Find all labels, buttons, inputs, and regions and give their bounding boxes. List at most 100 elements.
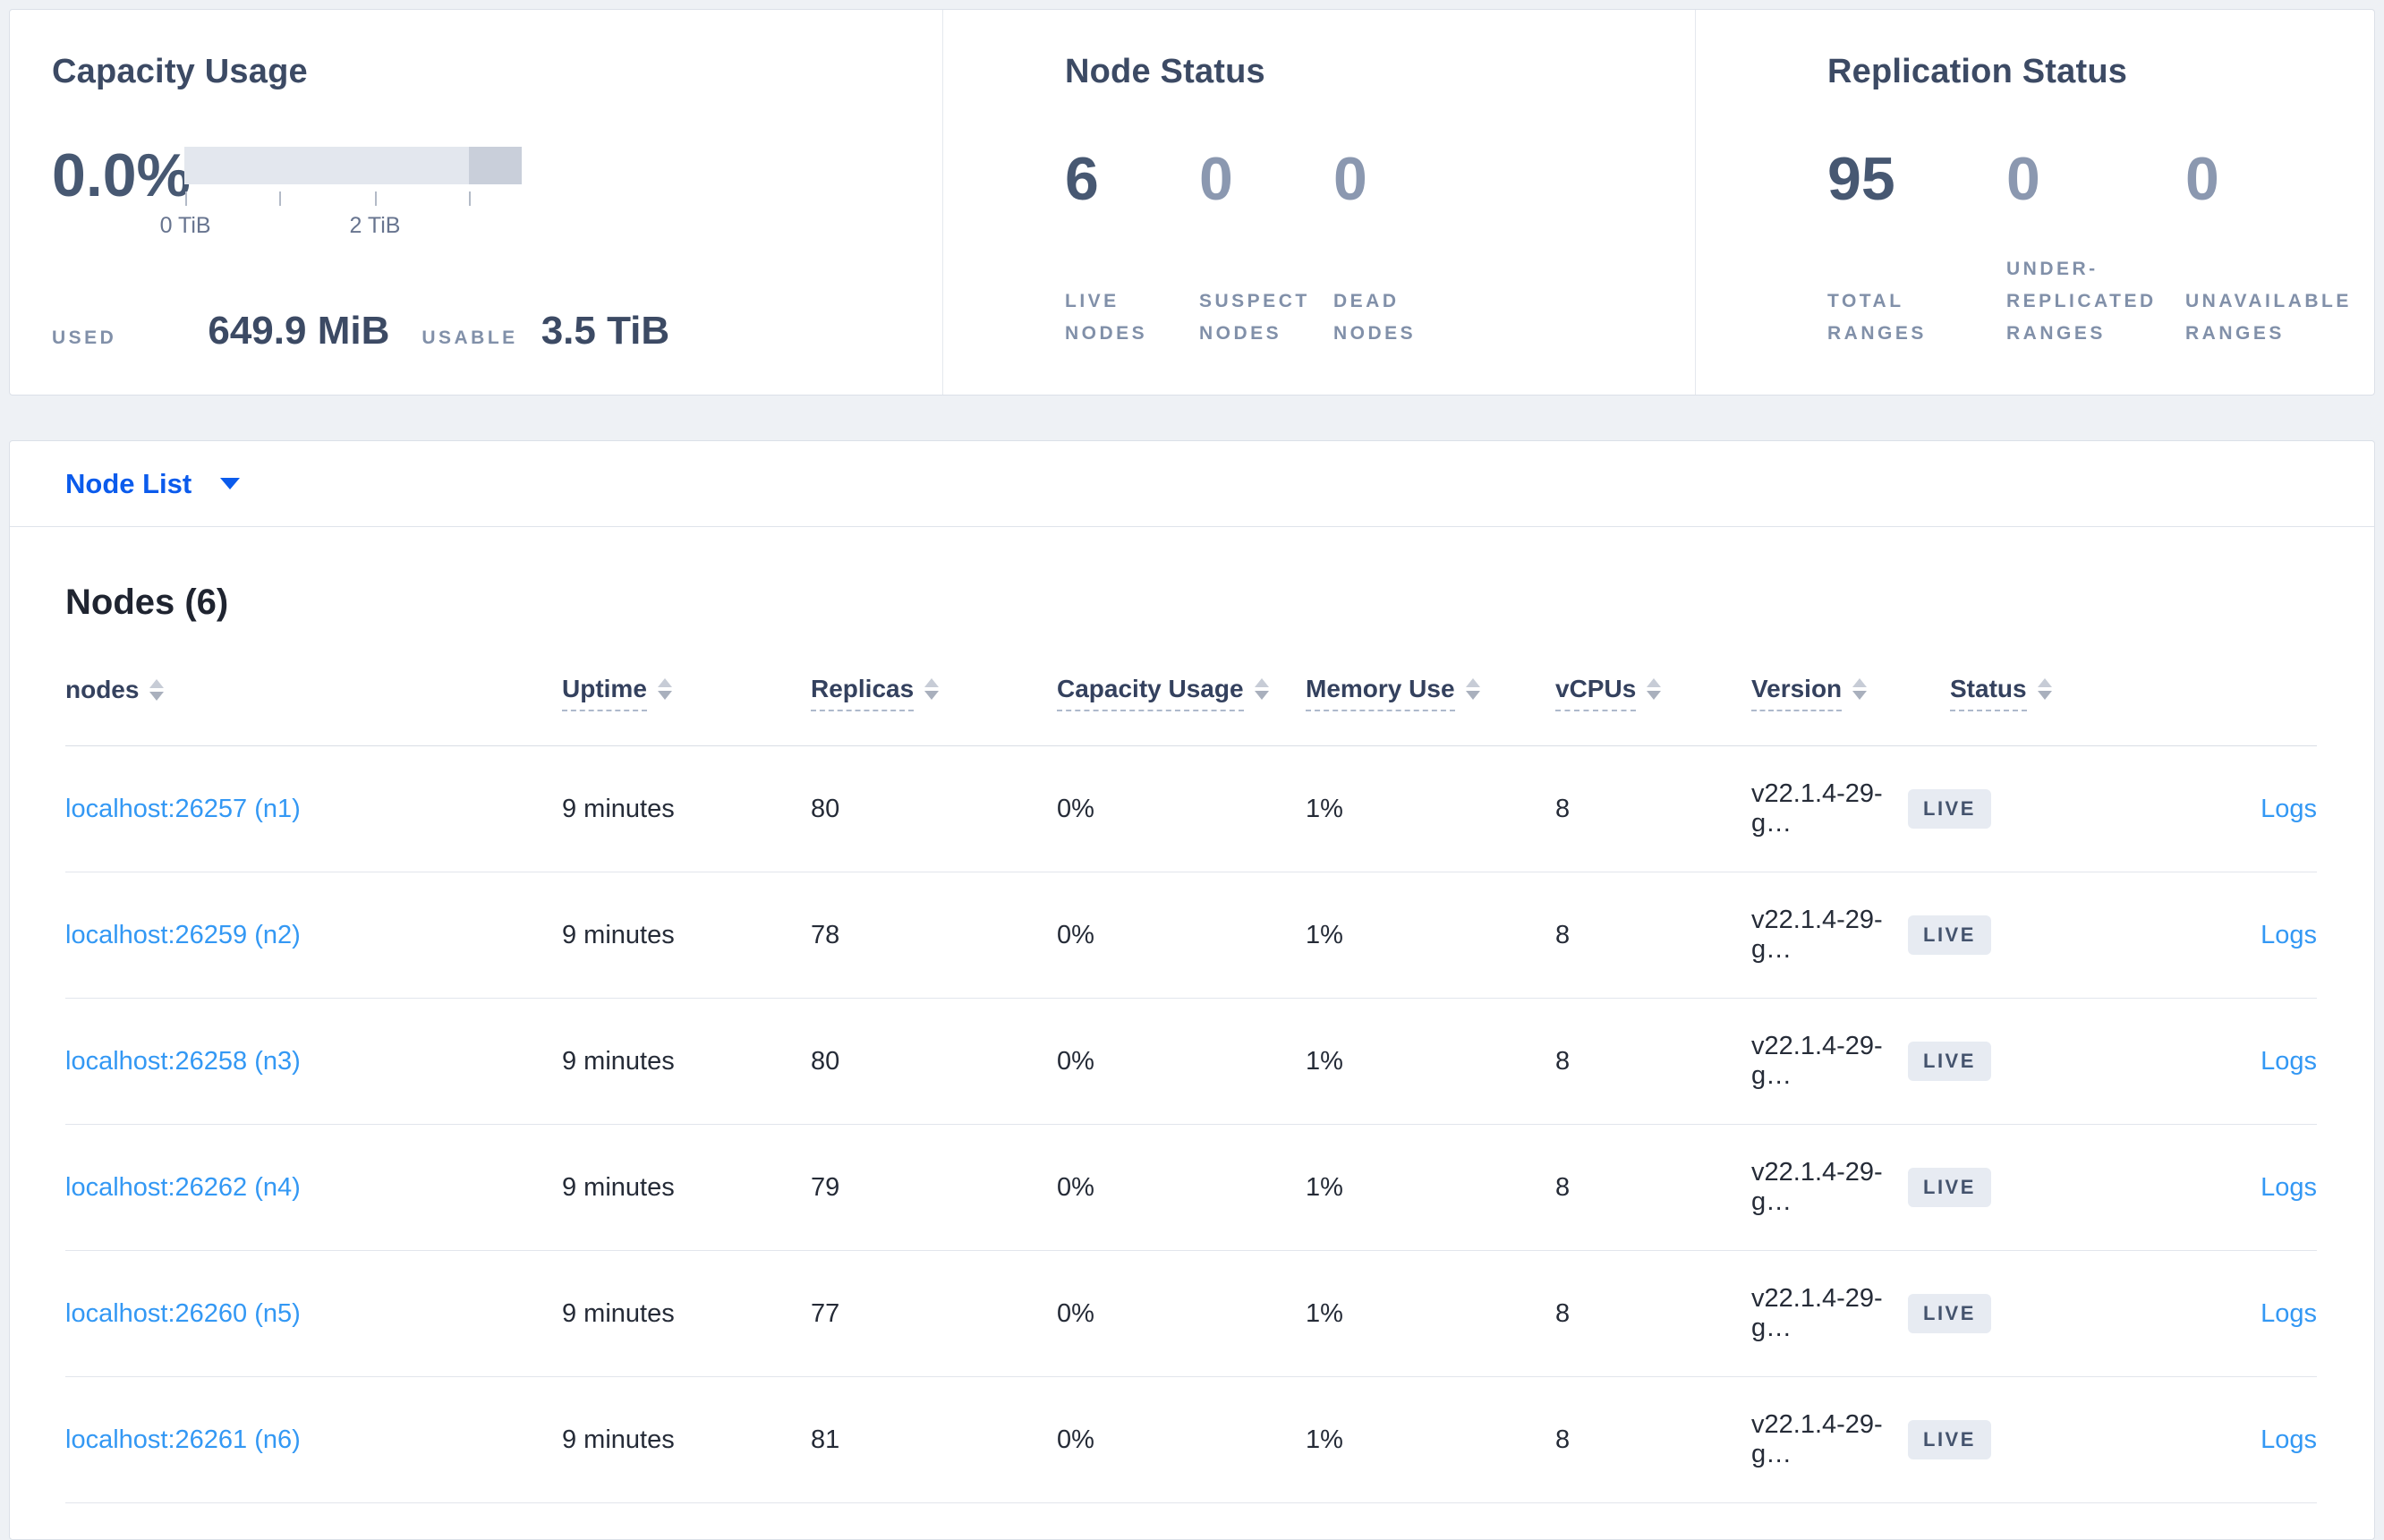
version-cell: v22.1.4-29-g… [1751, 1410, 1883, 1468]
chevron-down-icon [220, 478, 241, 489]
used-label: USED [52, 328, 117, 348]
nodes-table-header: nodes Uptime Replicas Capacity Usage Mem… [65, 675, 2317, 746]
nodes-table-body: localhost:26257 (n1) 9 minutes 80 0% 1% … [65, 746, 2317, 1503]
column-header-version[interactable]: Version [1751, 675, 1908, 711]
node-link[interactable]: localhost:26258 (n3) [65, 1046, 301, 1076]
column-header-memory-use[interactable]: Memory Use [1306, 675, 1555, 711]
replicas-cell: 79 [811, 1172, 840, 1202]
version-cell: v22.1.4-29-g… [1751, 1284, 1883, 1342]
node-link[interactable]: localhost:26261 (n6) [65, 1425, 301, 1454]
capacity-bar-axis: 0 TiB 2 TiB [160, 184, 522, 243]
nodes-heading: Nodes (6) [65, 583, 229, 622]
column-header-capacity-usage[interactable]: Capacity Usage [1057, 675, 1306, 711]
table-row: localhost:26257 (n1) 9 minutes 80 0% 1% … [65, 746, 2317, 872]
status-badge: LIVE [1908, 1420, 1991, 1459]
column-header-replicas[interactable]: Replicas [811, 675, 1057, 711]
sort-icon [1254, 678, 1269, 700]
unavailable-ranges-stat: 0 UNAVAILABLE RANGES [2185, 147, 2364, 350]
capacity-usage-section: Capacity Usage 0.0% 0 TiB 2 TiB USED 649… [10, 10, 942, 395]
suspect-nodes-label: SUSPECT NODES [1199, 291, 1310, 344]
capacity-usage-meter: 0.0% 0 TiB 2 TiB [52, 145, 942, 243]
node-link[interactable]: localhost:26260 (n5) [65, 1298, 301, 1328]
nodes-table-section: Nodes (6) nodes Uptime Replicas Capacity… [10, 527, 2374, 1539]
status-badge: LIVE [1908, 915, 1991, 955]
version-cell: v22.1.4-29-g… [1751, 779, 1883, 838]
version-cell: v22.1.4-29-g… [1751, 906, 1883, 964]
logs-link[interactable]: Logs [2261, 1425, 2317, 1454]
replication-status-section: Replication Status 95 TOTAL RANGES 0 UND… [1695, 10, 2374, 395]
live-nodes-label: LIVE NODES [1065, 291, 1148, 344]
axis-tick [375, 191, 377, 206]
dead-nodes-stat: 0 DEAD NODES [1333, 147, 1468, 350]
unavailable-ranges-count: 0 [2185, 145, 2219, 213]
dead-nodes-count: 0 [1333, 145, 1367, 213]
logs-link[interactable]: Logs [2261, 1298, 2317, 1328]
usable-label: USABLE [421, 328, 518, 348]
table-row: localhost:26262 (n4) 9 minutes 79 0% 1% … [65, 1125, 2317, 1251]
axis-tick [279, 191, 282, 206]
column-header-status[interactable]: Status [1908, 675, 2149, 711]
vcpus-cell: 8 [1555, 794, 1571, 823]
sort-icon [1852, 678, 1868, 700]
axis-tick-label: 2 TiB [349, 213, 401, 238]
node-link[interactable]: localhost:26259 (n2) [65, 920, 301, 949]
logs-link[interactable]: Logs [2261, 1046, 2317, 1076]
node-link[interactable]: localhost:26262 (n4) [65, 1172, 301, 1202]
logs-link[interactable]: Logs [2261, 794, 2317, 823]
uptime-cell: 9 minutes [562, 794, 675, 823]
table-row: localhost:26261 (n6) 9 minutes 81 0% 1% … [65, 1377, 2317, 1503]
column-header-uptime[interactable]: Uptime [562, 675, 811, 711]
capacity-bar-tail-segment [469, 147, 522, 184]
memory-use-cell: 1% [1306, 1425, 1343, 1454]
vcpus-cell: 8 [1555, 1425, 1571, 1454]
version-cell: v22.1.4-29-g… [1751, 1032, 1883, 1090]
dead-nodes-label: DEAD NODES [1333, 291, 1417, 344]
under-replicated-ranges-label: UNDER-REPLICATED RANGES [2006, 259, 2157, 344]
suspect-nodes-count: 0 [1199, 145, 1233, 213]
capacity-usage-summary: USED 649.9 MiB USABLE 3.5 TiB [52, 309, 942, 353]
total-ranges-count: 95 [1827, 145, 1895, 213]
memory-use-cell: 1% [1306, 1172, 1343, 1202]
uptime-cell: 9 minutes [562, 1298, 675, 1328]
used-value: 649.9 MiB [208, 309, 390, 353]
column-header-vcpus[interactable]: vCPUs [1555, 675, 1751, 711]
capacity-usage-cell: 0% [1057, 1172, 1094, 1202]
vcpus-cell: 8 [1555, 1046, 1571, 1076]
total-ranges-stat: 95 TOTAL RANGES [1827, 147, 2006, 350]
under-replicated-ranges-stat: 0 UNDER-REPLICATED RANGES [2006, 147, 2185, 350]
node-list-card: Node List Nodes (6) nodes Uptime Replica… [9, 440, 2375, 1540]
sort-icon [1647, 678, 1662, 700]
replicas-cell: 80 [811, 794, 840, 823]
capacity-usage-cell: 0% [1057, 1046, 1094, 1076]
column-header-nodes[interactable]: nodes [65, 676, 562, 710]
version-cell: v22.1.4-29-g… [1751, 1158, 1883, 1216]
capacity-usage-title: Capacity Usage [52, 53, 308, 90]
uptime-cell: 9 minutes [562, 1046, 675, 1076]
suspect-nodes-stat: 0 SUSPECT NODES [1199, 147, 1333, 350]
unavailable-ranges-label: UNAVAILABLE RANGES [2185, 291, 2352, 344]
table-row: localhost:26260 (n5) 9 minutes 77 0% 1% … [65, 1251, 2317, 1377]
capacity-usage-cell: 0% [1057, 794, 1094, 823]
status-badge: LIVE [1908, 1294, 1991, 1333]
logs-link[interactable]: Logs [2261, 1172, 2317, 1202]
capacity-usage-cell: 0% [1057, 920, 1094, 949]
live-nodes-stat: 6 LIVE NODES [1065, 147, 1199, 350]
memory-use-cell: 1% [1306, 1046, 1343, 1076]
node-status-section: Node Status 6 LIVE NODES 0 SUSPECT NODES… [942, 10, 1695, 395]
axis-tick [469, 191, 472, 206]
capacity-usage-percent: 0.0% [52, 141, 191, 209]
uptime-cell: 9 minutes [562, 1425, 675, 1454]
sort-icon [657, 678, 672, 700]
live-nodes-count: 6 [1065, 145, 1099, 213]
replicas-cell: 77 [811, 1298, 840, 1328]
node-link[interactable]: localhost:26257 (n1) [65, 794, 301, 823]
capacity-bar-track [184, 147, 522, 184]
node-status-title: Node Status [1065, 53, 1265, 90]
table-row: localhost:26258 (n3) 9 minutes 80 0% 1% … [65, 999, 2317, 1125]
replicas-cell: 78 [811, 920, 840, 949]
status-badge: LIVE [1908, 1168, 1991, 1207]
logs-link[interactable]: Logs [2261, 920, 2317, 949]
view-selector-dropdown[interactable]: Node List [65, 468, 241, 500]
replicas-cell: 81 [811, 1425, 840, 1454]
